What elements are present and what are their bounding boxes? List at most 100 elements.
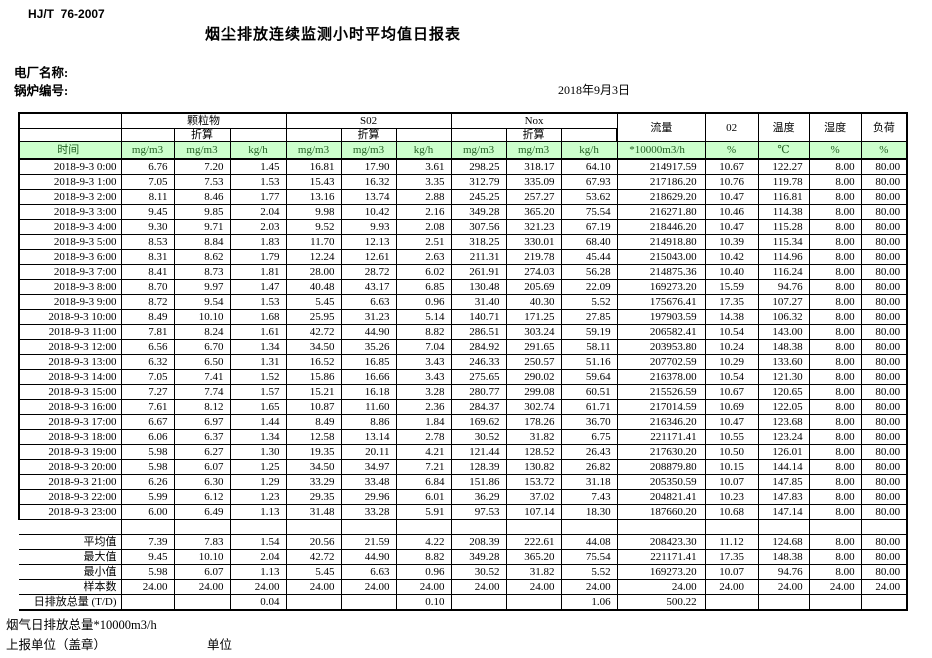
- empty-cell: [808, 519, 862, 535]
- value-cell: 8.86: [340, 414, 397, 430]
- value-cell: 20.56: [285, 534, 342, 550]
- value-cell: 349.28: [450, 549, 507, 565]
- value-cell: 8.00: [808, 324, 862, 340]
- spacer-row: [19, 519, 909, 535]
- unit-cell: *10000m3/h: [616, 141, 706, 160]
- value-cell: 33.29: [285, 474, 342, 490]
- time-cell: 2018-9-3 4:00: [18, 219, 122, 235]
- time-cell: 2018-9-3 15:00: [18, 384, 122, 400]
- unit-cell: mg/m3: [340, 141, 397, 160]
- value-cell: 147.83: [757, 489, 810, 505]
- value-cell: 178.26: [505, 414, 562, 430]
- value-cell: 8.00: [808, 459, 862, 475]
- value-cell: 12.61: [340, 249, 397, 265]
- summary-row: 最小值 5.98 6.07 1.13 5.45 6.63 0.96 30.52 31.82 5.5…: [19, 564, 909, 580]
- value-cell: 24.00: [560, 579, 618, 595]
- report-date: 2018年9月3日: [558, 83, 631, 97]
- value-cell: 4.21: [395, 444, 452, 460]
- value-cell: 12.58: [285, 429, 342, 445]
- value-cell: 1.30: [229, 444, 287, 460]
- value-cell: 3.28: [395, 384, 452, 400]
- table-row: 2018-9-3 19:00 5.98 6.27 1.30 19.35 20.11 4.21…: [18, 444, 909, 460]
- value-cell: 7.83: [173, 534, 231, 550]
- value-cell: 208423.30: [616, 534, 706, 550]
- value-cell: 2.78: [395, 429, 452, 445]
- value-cell: 169273.20: [616, 564, 706, 580]
- value-cell: 80.00: [860, 249, 909, 265]
- value-cell: 94.76: [757, 279, 810, 295]
- value-cell: 153.72: [505, 474, 562, 490]
- value-cell: 24.00: [505, 579, 562, 595]
- value-cell: 302.74: [505, 399, 562, 415]
- value-cell: 1.13: [229, 504, 287, 520]
- value-cell: 208.39: [450, 534, 507, 550]
- summary-row: 最大值 9.45 10.10 2.04 42.72 44.90 8.82 349.28 365.…: [19, 549, 909, 565]
- empty-cell: [120, 519, 175, 535]
- value-cell: 67.19: [560, 219, 618, 235]
- value-cell: 80.00: [860, 474, 909, 490]
- value-cell: 6.00: [120, 504, 175, 520]
- empty-cell: [450, 519, 507, 535]
- value-cell: 6.63: [340, 294, 397, 310]
- value-cell: 97.53: [450, 504, 507, 520]
- value-cell: 8.00: [808, 564, 862, 580]
- table-row: 2018-9-3 11:00 7.81 8.24 1.61 42.72 44.90 8.82…: [18, 324, 909, 340]
- value-cell: 16.66: [340, 369, 397, 385]
- value-cell: 44.90: [340, 549, 397, 565]
- value-cell: 10.40: [704, 264, 759, 280]
- value-cell: 8.00: [808, 444, 862, 460]
- time-cell: 2018-9-3 11:00: [18, 324, 122, 340]
- value-cell: 1.81: [229, 264, 287, 280]
- value-cell: 9.85: [173, 204, 231, 220]
- value-cell: 6.07: [173, 564, 231, 580]
- time-header: 时间: [18, 141, 122, 160]
- empty-cell: [285, 519, 342, 535]
- value-cell: 1.45: [229, 158, 287, 175]
- table-row: 2018-9-3 13:00 6.32 6.50 1.31 16.52 16.85 3.43…: [18, 354, 909, 370]
- value-cell: 116.24: [757, 264, 810, 280]
- value-cell: 8.00: [808, 294, 862, 310]
- value-cell: 6.27: [173, 444, 231, 460]
- value-cell: 7.43: [560, 489, 618, 505]
- value-cell: 10.47: [704, 189, 759, 205]
- value-cell: 10.54: [704, 324, 759, 340]
- time-cell: 2018-9-3 20:00: [18, 459, 122, 475]
- value-cell: 31.82: [505, 429, 562, 445]
- time-cell: 2018-9-3 1:00: [18, 174, 122, 190]
- value-cell: 250.57: [505, 354, 562, 370]
- value-cell: 24.00: [173, 579, 231, 595]
- value-cell: 67.93: [560, 174, 618, 190]
- value-cell: 6.97: [173, 414, 231, 430]
- monitoring-table: 颗粒物 S02 Nox 流量 02 温度 湿度 负荷 折算 折算 折算 时间 m…: [18, 112, 909, 611]
- value-cell: 0.04: [229, 594, 287, 611]
- value-cell: 42.72: [285, 549, 342, 565]
- value-cell: 9.45: [120, 549, 175, 565]
- value-cell: 43.17: [340, 279, 397, 295]
- value-cell: 1.54: [229, 534, 287, 550]
- time-cell: 2018-9-3 12:00: [18, 339, 122, 355]
- table-row: 2018-9-3 4:00 9.30 9.71 2.03 9.52 9.93 2.08 307…: [18, 219, 909, 235]
- value-cell: 318.25: [450, 234, 507, 250]
- table-row: 2018-9-3 16:00 7.61 8.12 1.65 10.87 11.60 2.36…: [18, 399, 909, 415]
- value-cell: 75.54: [560, 549, 618, 565]
- value-cell: 1.61: [229, 324, 287, 340]
- value-cell: 148.38: [757, 339, 810, 355]
- value-cell: 8.82: [395, 324, 452, 340]
- value-cell: 275.65: [450, 369, 507, 385]
- value-cell: 31.23: [340, 309, 397, 325]
- value-cell: 15.21: [285, 384, 342, 400]
- value-cell: 80.00: [860, 204, 909, 220]
- value-cell: 365.20: [505, 549, 562, 565]
- value-cell: 10.47: [704, 219, 759, 235]
- value-cell: 284.92: [450, 339, 507, 355]
- value-cell: 8.00: [808, 474, 862, 490]
- value-cell: 24.00: [450, 579, 507, 595]
- value-cell: [860, 594, 909, 611]
- value-cell: 217186.20: [616, 174, 706, 190]
- value-cell: [120, 594, 175, 611]
- value-cell: 6.06: [120, 429, 175, 445]
- time-cell: 2018-9-3 17:00: [18, 414, 122, 430]
- value-cell: [285, 594, 342, 611]
- value-cell: 217014.59: [616, 399, 706, 415]
- value-cell: 7.05: [120, 174, 175, 190]
